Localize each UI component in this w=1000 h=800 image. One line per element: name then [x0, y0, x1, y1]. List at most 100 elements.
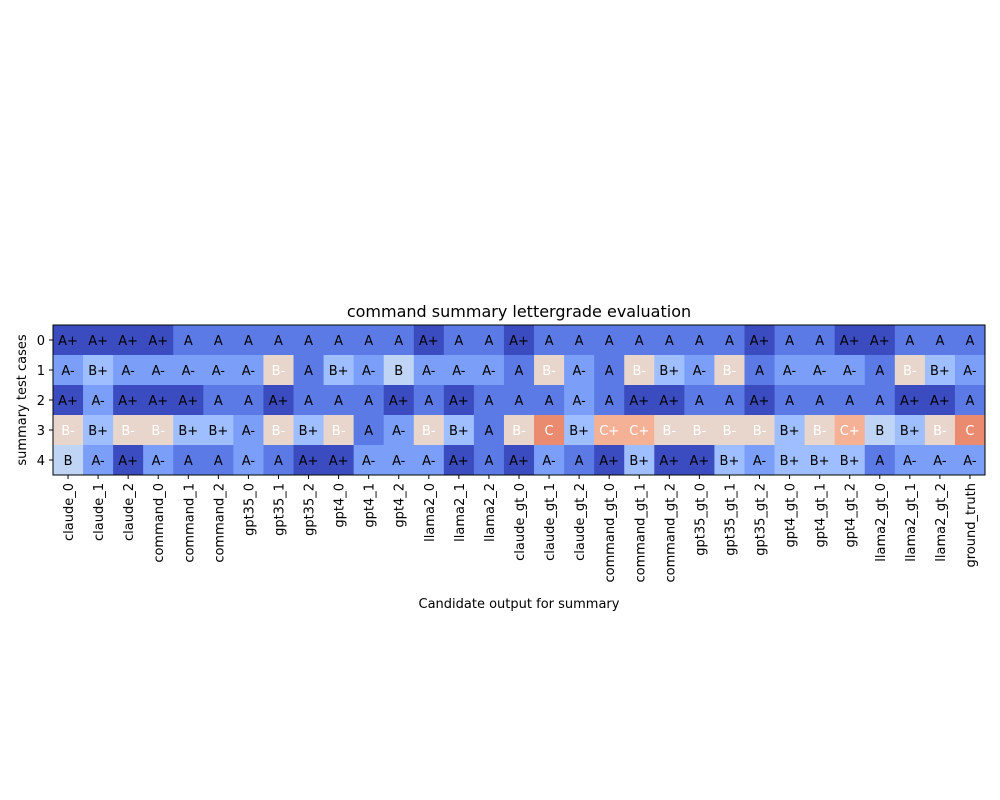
cell-grade-label: A [605, 334, 614, 349]
cell-grade-label: A [515, 394, 524, 409]
cell-grade-label: A+ [178, 394, 198, 409]
heatmap-cell [53, 355, 84, 386]
heatmap-cell [503, 385, 535, 416]
heatmap-cell [263, 445, 295, 476]
heatmap-cell [173, 445, 204, 476]
heatmap-cell [864, 355, 896, 386]
heatmap-cell [924, 445, 956, 476]
cell-grade-label: A- [152, 454, 166, 469]
heatmap-cell [233, 385, 264, 416]
chart-title: command summary lettergrade evaluation [347, 302, 691, 321]
cell-grade-label: A [244, 394, 253, 409]
heatmap-cell [534, 325, 565, 356]
heatmap-cell [323, 325, 355, 356]
cell-grade-label: A- [392, 424, 406, 439]
cell-grade-label: A+ [900, 394, 920, 409]
cell-grade-label: B- [723, 424, 737, 439]
heatmap-cell [744, 445, 776, 476]
cell-grade-label: A [424, 394, 433, 409]
heatmap-cell [834, 385, 866, 416]
heatmap-cell [83, 445, 114, 476]
cell-grade-label: A- [963, 364, 977, 379]
x-tick-label: llama2_0 [423, 483, 438, 542]
heatmap-cell [594, 445, 625, 476]
heatmap-cell [113, 415, 144, 446]
heatmap-cell [894, 415, 926, 446]
cell-grade-label: A [244, 334, 253, 349]
heatmap-cell [744, 355, 776, 386]
heatmap-cell [263, 385, 295, 416]
cell-grade-label: A [545, 394, 554, 409]
heatmap-cell [864, 385, 896, 416]
cell-grade-label: B+ [720, 454, 740, 469]
cell-grade-label: A+ [118, 334, 138, 349]
cell-grade-label: A [575, 454, 584, 469]
cell-grade-label: A [695, 334, 704, 349]
heatmap-cell [774, 415, 806, 446]
heatmap-cell [473, 355, 505, 386]
cell-grade-label: B- [693, 424, 707, 439]
heatmap-cell [774, 325, 806, 356]
heatmap-cell [534, 385, 565, 416]
heatmap-cell [203, 385, 234, 416]
heatmap-cell [954, 445, 986, 476]
cell-grade-label: A [845, 394, 854, 409]
heatmap-cell [834, 415, 866, 446]
cell-grade-label: B+ [659, 364, 679, 379]
heatmap-cell [293, 355, 325, 386]
cell-grade-label: A+ [329, 454, 349, 469]
heatmap-cell [413, 445, 445, 476]
heatmap-cell [954, 415, 986, 446]
cell-grade-label: A+ [299, 454, 319, 469]
cell-grade-label: B+ [449, 424, 469, 439]
heatmap-cell [203, 445, 234, 476]
x-tick-label: gpt35_gt_2 [754, 483, 769, 556]
cell-grade-label: A+ [389, 394, 409, 409]
heatmap-cell [714, 445, 745, 476]
x-tick-label: llama2_gt_1 [904, 483, 919, 562]
cell-grade-label: B+ [629, 454, 649, 469]
heatmap-cell [774, 385, 806, 416]
heatmap-cell [353, 385, 385, 416]
heatmap-cell [654, 445, 685, 476]
cell-grade-label: A [725, 394, 734, 409]
cell-grade-label: A- [963, 454, 977, 469]
heatmap-cell [293, 415, 325, 446]
heatmap-cell [83, 355, 114, 386]
heatmap-cell [233, 325, 264, 356]
cell-grade-label: B+ [88, 364, 108, 379]
heatmap-cell [83, 385, 114, 416]
cell-grade-label: B- [723, 364, 737, 379]
heatmap-cell [113, 325, 144, 356]
x-tick-label: command_gt_2 [663, 483, 678, 583]
heatmap-cell [473, 445, 505, 476]
cell-grade-label: A- [212, 364, 226, 379]
cell-grade-label: A- [122, 364, 136, 379]
heatmap-cell [714, 325, 745, 356]
x-tick-label: claude_gt_1 [543, 483, 558, 561]
heatmap-cell [53, 415, 84, 446]
heatmap-cell [413, 415, 445, 446]
heatmap-cell [564, 445, 595, 476]
cell-grade-label: A- [572, 394, 586, 409]
heatmap-cell [413, 385, 445, 416]
heatmap-cell [413, 325, 445, 356]
cell-grade-label: B- [542, 364, 556, 379]
cell-grade-label: B- [632, 364, 646, 379]
heatmap-cell [113, 385, 144, 416]
heatmap-cell [534, 445, 565, 476]
heatmap-cell [894, 445, 926, 476]
heatmap-cell [143, 355, 174, 386]
cell-grade-label: A- [91, 394, 105, 409]
heatmap-cell [383, 385, 415, 416]
cell-grade-label: A [214, 394, 223, 409]
heatmap-cell [744, 385, 776, 416]
x-tick-label: llama2_gt_0 [874, 483, 889, 562]
heatmap-cell [864, 325, 896, 356]
x-tick-label: gpt35_2 [303, 483, 318, 536]
cell-grade-label: A [184, 334, 193, 349]
heatmap-cell [954, 355, 986, 386]
cell-grade-label: B- [272, 424, 286, 439]
cell-grade-label: A+ [509, 454, 529, 469]
